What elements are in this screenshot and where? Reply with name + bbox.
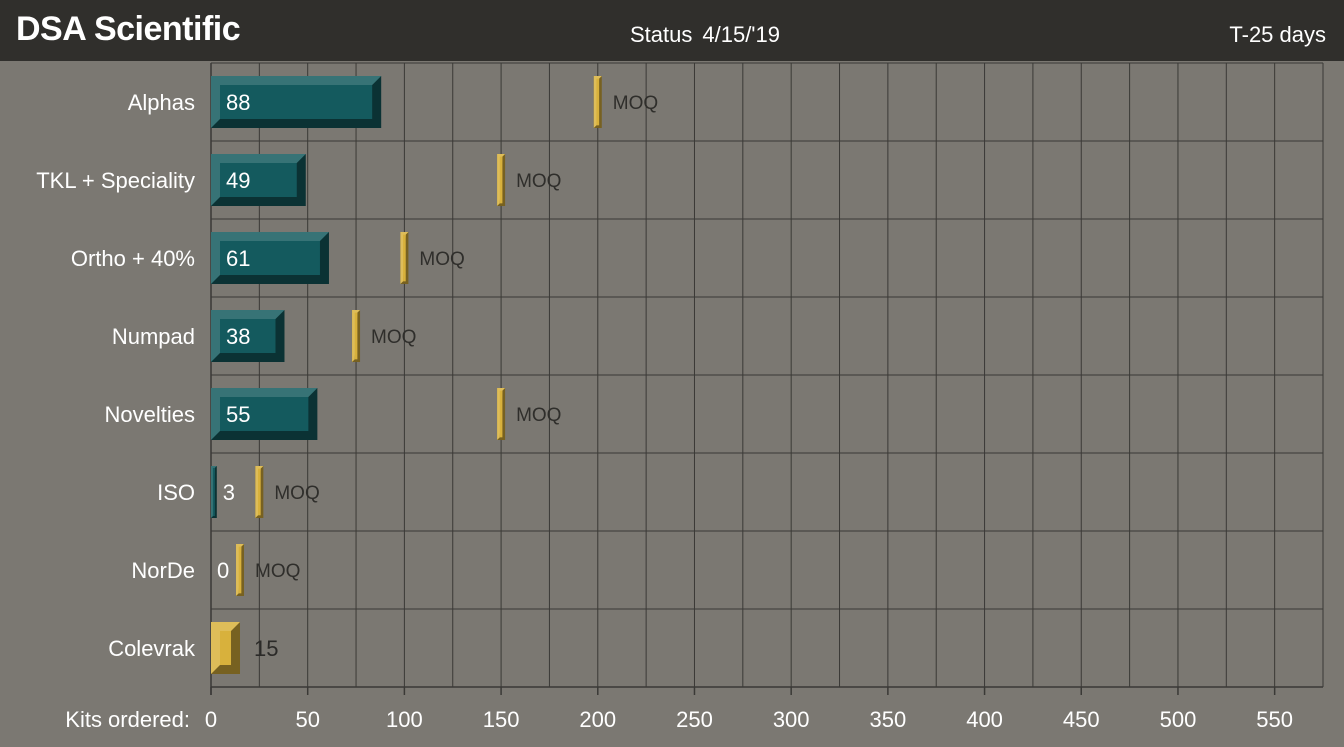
grid [210, 62, 1324, 695]
header-bar: DSA Scientific Status 4/15/'19 T-25 days [0, 0, 1344, 61]
category-label: ISO [157, 480, 195, 505]
value-label: 61 [226, 246, 250, 271]
value-label: 3 [223, 480, 235, 505]
x-tick-label: 550 [1256, 707, 1293, 732]
bar [211, 466, 217, 518]
status-label: Status [630, 22, 693, 47]
x-tick-label: 150 [483, 707, 520, 732]
bars [211, 76, 602, 674]
category-label: NorDe [131, 558, 195, 583]
bar [211, 310, 285, 362]
category-label: TKL + Speciality [36, 168, 195, 193]
x-axis-title: Kits ordered: [65, 707, 190, 732]
countdown: T-25 days [1229, 22, 1326, 47]
x-tick-label: 450 [1063, 707, 1100, 732]
x-tick-label: 500 [1160, 707, 1197, 732]
bar [211, 154, 306, 206]
moq-marker [497, 154, 506, 206]
value-label: 49 [226, 168, 250, 193]
category-label: Ortho + 40% [71, 246, 195, 271]
x-tick-label: 100 [386, 707, 423, 732]
moq-label: MOQ [274, 483, 319, 504]
x-tick-label: 250 [676, 707, 713, 732]
x-tick-label: 0 [205, 707, 217, 732]
moq-marker [255, 466, 264, 518]
value-label: 55 [226, 402, 250, 427]
x-tick-label: 50 [295, 707, 319, 732]
value-label: 15 [254, 636, 278, 661]
category-label: Numpad [112, 324, 195, 349]
moq-label: MOQ [255, 561, 300, 582]
status-readout: Status 4/15/'19 [630, 22, 780, 48]
value-label: 88 [226, 90, 250, 115]
moq-label: MOQ [516, 171, 561, 192]
x-tick-label: 200 [579, 707, 616, 732]
value-label: 0 [217, 558, 229, 583]
category-label: Colevrak [108, 636, 196, 661]
moq-label: MOQ [613, 93, 658, 114]
category-label: Novelties [105, 402, 195, 427]
moq-marker [236, 544, 245, 596]
category-label: Alphas [128, 90, 195, 115]
moq-marker [497, 388, 506, 440]
x-tick-label: 400 [966, 707, 1003, 732]
value-label: 38 [226, 324, 250, 349]
moq-marker [400, 232, 409, 284]
bar [211, 388, 318, 440]
bar [211, 76, 382, 128]
x-tick-label: 300 [773, 707, 810, 732]
moq-label: MOQ [516, 405, 561, 426]
bar [211, 622, 241, 674]
moq-label: MOQ [419, 249, 464, 270]
moq-marker [352, 310, 361, 362]
x-tick-label: 350 [870, 707, 907, 732]
moq-label: MOQ [371, 327, 416, 348]
bar [211, 232, 329, 284]
brand-title: DSA Scientific [16, 10, 241, 48]
status-date: 4/15/'19 [702, 22, 780, 47]
moq-marker [593, 76, 602, 128]
